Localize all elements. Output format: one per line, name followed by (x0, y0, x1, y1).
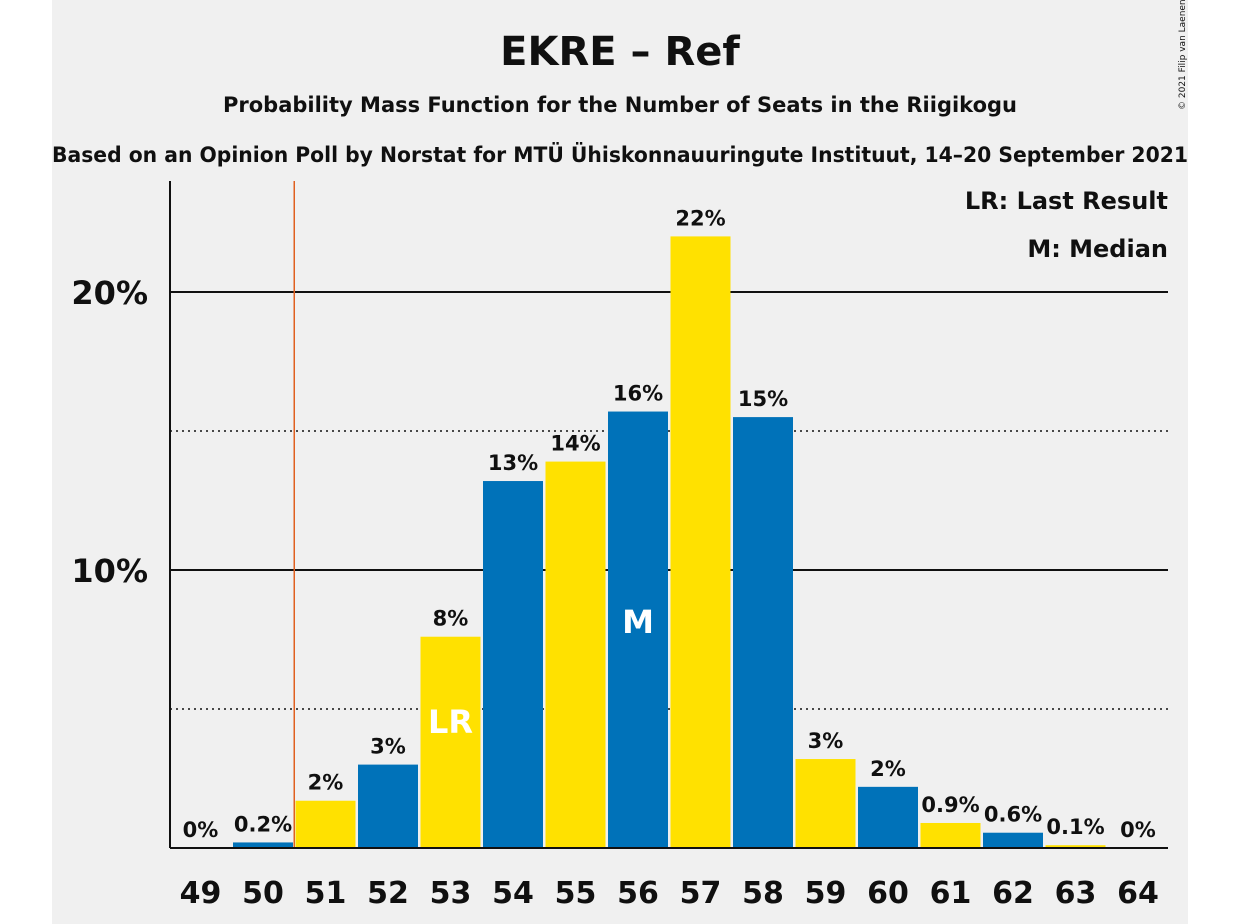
x-tick-label-56: 56 (617, 876, 659, 911)
bar-61 (920, 822, 981, 848)
data-label-53: 8% (433, 607, 469, 631)
data-label-59: 3% (808, 729, 844, 753)
data-label-50: 0.2% (234, 812, 292, 836)
last-result-marker: LR (428, 703, 473, 741)
x-tick-label-62: 62 (992, 876, 1034, 911)
bar-55 (545, 461, 606, 848)
data-label-54: 13% (488, 451, 538, 475)
x-tick-label-59: 59 (805, 876, 847, 911)
data-label-62: 0.6% (984, 803, 1042, 827)
data-label-49: 0% (183, 818, 219, 842)
bar-63 (1045, 845, 1106, 848)
legend-median: M: Median (1027, 235, 1168, 263)
bar-59 (795, 759, 856, 848)
x-tick-label-55: 55 (555, 876, 597, 911)
x-tick-label-51: 51 (305, 876, 347, 911)
x-tick-label-53: 53 (430, 876, 472, 911)
x-tick-label-61: 61 (930, 876, 972, 911)
x-tick-label-54: 54 (492, 876, 534, 911)
x-tick-label-57: 57 (680, 876, 722, 911)
x-tick-label-63: 63 (1055, 876, 1097, 911)
axes: 10% 20% 49 50 51 52 53 54 55 56 57 58 59 60 61 62 63 64 (71, 181, 1168, 911)
x-tick-label-52: 52 (367, 876, 409, 911)
x-tick-label-50: 50 (242, 876, 284, 911)
bar-57 (670, 236, 731, 848)
data-label-52: 3% (370, 735, 406, 759)
data-label-58: 15% (738, 387, 788, 411)
x-tick-label-49: 49 (180, 876, 222, 911)
bar-53 (420, 636, 481, 848)
chart-source: Based on an Opinion Poll by Norstat for … (52, 142, 1188, 167)
chart-title: EKRE – Ref (500, 29, 740, 75)
data-label-60: 2% (870, 757, 906, 781)
x-tick-label-64: 64 (1117, 876, 1159, 911)
data-label-56: 16% (613, 382, 663, 406)
chart-subtitle: Probability Mass Function for the Number… (223, 93, 1017, 117)
bar-60 (858, 786, 918, 848)
data-label-64: 0% (1120, 818, 1156, 842)
legend-last-result: LR: Last Result (965, 187, 1168, 215)
bar-52 (358, 764, 418, 848)
bar-50 (233, 842, 293, 848)
bar-56 (608, 411, 668, 848)
data-label-51: 2% (308, 771, 344, 795)
bar-54 (483, 481, 543, 848)
gridlines (170, 291, 1168, 710)
y-tick-label: 10% (71, 552, 148, 590)
median-marker: M (622, 603, 654, 641)
data-label-57: 22% (675, 206, 725, 230)
chart-svg: EKRE – Ref Probability Mass Function for… (52, 0, 1188, 911)
data-label-55: 14% (550, 432, 600, 456)
x-tick-label-58: 58 (742, 876, 784, 911)
data-label-63: 0.1% (1046, 815, 1104, 839)
bars (233, 236, 1106, 848)
data-label-61: 0.9% (921, 793, 979, 817)
chart-panel: EKRE – Ref Probability Mass Function for… (52, 0, 1188, 924)
y-tick-label: 20% (71, 274, 148, 312)
bar-58 (733, 417, 793, 848)
copyright-note: © 2021 Filip van Laenen (1178, 0, 1188, 110)
bar-62 (983, 832, 1043, 848)
bar-51 (295, 800, 356, 848)
x-tick-label-60: 60 (867, 876, 909, 911)
